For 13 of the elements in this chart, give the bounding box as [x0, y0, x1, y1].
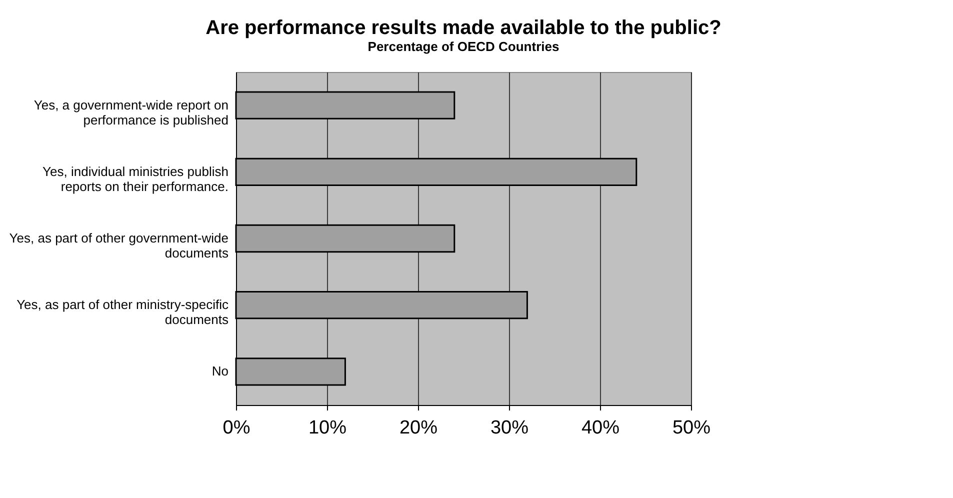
y-tick-label: No [212, 364, 228, 379]
x-tick-label: 30% [490, 418, 529, 438]
x-tick-label: 10% [308, 418, 347, 438]
x-tick-label: 20% [399, 418, 438, 438]
y-tick-label: Yes, as part of other ministry-specific documents [16, 297, 229, 328]
x-tick-label: 50% [672, 418, 711, 438]
x-tick-label: 0% [222, 418, 250, 438]
chart-subtitle: Percentage of OECD Countries [368, 39, 560, 54]
y-tick-label: Yes, individual ministries publish reports on their performance. [42, 164, 228, 194]
y-tick-label: Yes, a government-wide report on performance is published [34, 97, 228, 128]
x-tick-label: 40% [581, 418, 620, 438]
y-tick-label: Yes, as part of other government-wide documents [9, 230, 229, 260]
chart-title: Are performance results made available to the public? [206, 17, 722, 39]
